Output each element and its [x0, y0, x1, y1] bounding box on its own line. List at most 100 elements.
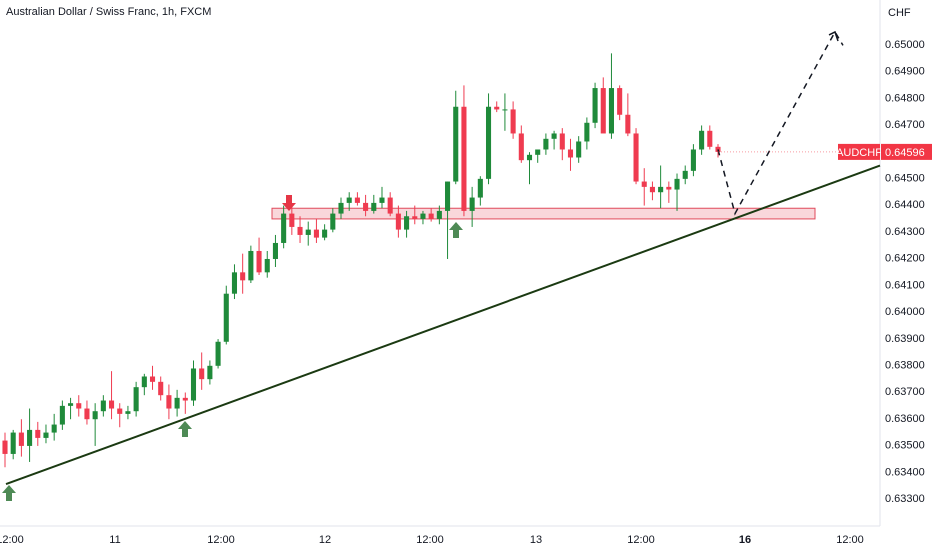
candle-body	[567, 149, 574, 158]
symbol-tag-text: AUDCHF	[836, 147, 882, 159]
y-tick-label: 0.64400	[885, 199, 925, 211]
trendline	[5, 164, 881, 486]
x-tick-label: 12:00	[836, 534, 864, 546]
y-tick-label: 0.63800	[885, 359, 925, 371]
candle-body	[207, 365, 213, 380]
y-tick-label: 0.64300	[885, 226, 925, 238]
y-tick-label: 0.64200	[885, 253, 925, 265]
support-zone	[271, 207, 816, 220]
candle-body	[322, 229, 328, 238]
candle-body	[445, 181, 451, 211]
candle-body	[223, 293, 229, 342]
down-arrow-icon	[282, 195, 296, 211]
chart-title: Australian Dollar / Swiss Franc, 1h, FXC…	[6, 6, 212, 18]
candle-body	[379, 197, 385, 203]
candle-body	[608, 88, 615, 134]
candle-body	[649, 186, 655, 193]
candle-body	[502, 109, 508, 111]
candle-body	[412, 216, 418, 219]
candle-body	[543, 138, 549, 150]
candle-body	[584, 122, 590, 142]
up-arrow-icon	[449, 222, 463, 238]
candle-body	[469, 197, 475, 211]
candle-body	[404, 216, 410, 230]
candle-body	[559, 133, 565, 150]
candle-body	[305, 229, 311, 235]
y-tick-label: 0.63400	[885, 466, 925, 478]
candle-body	[27, 429, 33, 446]
projection-path	[717, 30, 844, 216]
candle-body	[535, 149, 541, 155]
candle-body	[158, 381, 164, 396]
candle-body	[248, 250, 254, 281]
candle-body	[526, 154, 533, 161]
x-tick-label: 12	[319, 534, 331, 546]
candle-body	[149, 376, 156, 382]
candle-body	[281, 213, 287, 243]
candle-body	[182, 397, 188, 401]
candle-body	[576, 141, 582, 158]
candle-body	[59, 405, 65, 425]
candle-body	[617, 88, 623, 115]
candle-body	[699, 130, 705, 150]
y-tick-label: 0.63600	[885, 413, 925, 425]
candle-body	[420, 213, 426, 219]
candle-body	[264, 258, 270, 273]
candle-body	[592, 88, 598, 123]
candle-body	[371, 202, 377, 211]
candle-body	[494, 106, 500, 110]
candle-body	[125, 411, 131, 414]
candle-body	[166, 395, 172, 409]
x-tick-label: 12:00	[416, 534, 444, 546]
candle-body	[35, 429, 41, 438]
y-tick-label: 0.64500	[885, 173, 925, 185]
candle-body	[272, 242, 278, 259]
price-tag-text: 0.64596	[885, 147, 925, 159]
y-tick-label: 0.63500	[885, 440, 925, 452]
candle-body	[346, 197, 352, 203]
candle-body	[510, 109, 516, 134]
candle-body	[2, 440, 8, 454]
y-tick-label: 0.64900	[885, 66, 925, 78]
candle-body	[100, 400, 106, 412]
candle-body	[92, 411, 98, 420]
candle-body	[117, 408, 123, 414]
candle-body	[141, 376, 147, 388]
candle-body	[658, 186, 664, 193]
candle-body	[330, 213, 336, 230]
symbol-tag	[838, 143, 880, 160]
y-tick-label: 0.64800	[885, 92, 925, 104]
price-tag	[881, 143, 932, 160]
candle-body	[190, 368, 197, 401]
candle-body	[76, 403, 82, 409]
x-tick-label: 16	[739, 534, 751, 546]
candle-body	[313, 229, 319, 238]
up-arrow-icon	[2, 485, 16, 501]
candle-body	[240, 272, 246, 281]
candle-body	[199, 368, 205, 380]
up-arrow-icon	[178, 421, 192, 437]
candle-body	[518, 133, 524, 161]
x-tick-label: 11	[109, 534, 120, 546]
candle-body	[707, 130, 713, 147]
candle-body	[682, 170, 688, 179]
candle-body	[174, 397, 180, 409]
currency-label: CHF	[888, 7, 911, 19]
candle-body	[133, 387, 139, 412]
y-tick-label: 0.63900	[885, 333, 925, 345]
x-tick-label: 12:00	[627, 534, 655, 546]
candle-body	[354, 197, 360, 203]
candle-body	[600, 88, 606, 134]
candle-body	[715, 146, 721, 152]
candle-body	[453, 106, 459, 182]
candle-body	[51, 424, 57, 433]
candle-body	[231, 272, 238, 294]
candle-body	[666, 186, 672, 190]
candle-body	[18, 432, 24, 446]
x-tick-label: 12:00	[0, 534, 24, 546]
candle-body	[43, 432, 49, 438]
candle-body	[10, 432, 16, 454]
candle-body	[477, 178, 483, 198]
candle-body	[395, 213, 401, 230]
